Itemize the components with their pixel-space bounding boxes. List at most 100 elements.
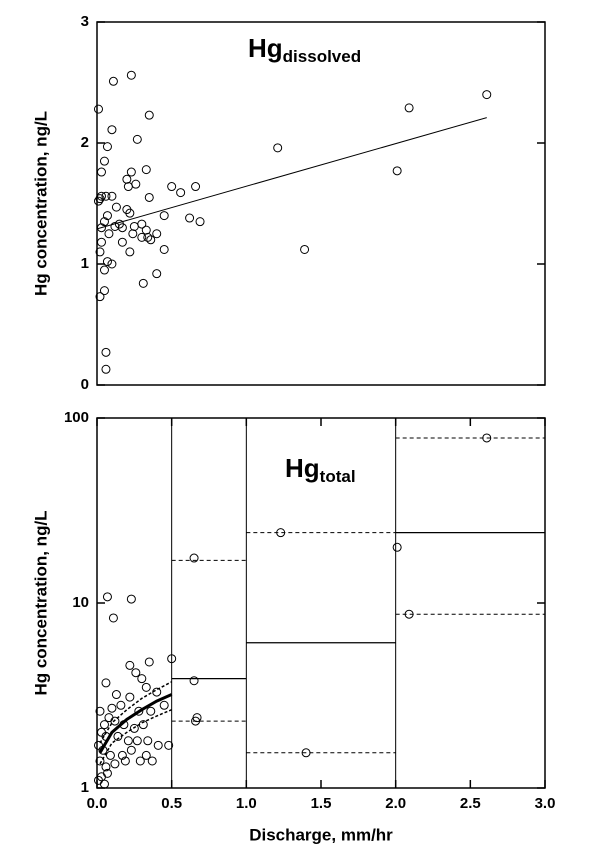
data-point [101, 364, 111, 374]
data-point [125, 208, 135, 218]
data-point [107, 703, 117, 713]
data-point [126, 70, 136, 80]
data-point [99, 286, 109, 296]
data-point [95, 194, 105, 204]
data-point [107, 259, 117, 269]
data-point [102, 211, 112, 221]
data-point [176, 188, 186, 198]
data-point [123, 182, 133, 192]
y-tick-label: 1 [81, 255, 89, 272]
data-point [138, 720, 148, 730]
x-tick-label: 1.5 [311, 795, 332, 812]
data-point [102, 768, 112, 778]
data-point [137, 674, 147, 684]
data-point [131, 179, 141, 189]
data-point [152, 229, 162, 239]
data-point [96, 223, 106, 233]
data-point [116, 700, 126, 710]
chart-title: Hgtotal [285, 453, 356, 487]
data-point [113, 731, 123, 741]
data-point [93, 196, 103, 206]
data-point [126, 745, 136, 755]
x-tick-label: 2.5 [460, 795, 481, 812]
data-point [111, 690, 121, 700]
data-point [123, 736, 133, 746]
data-point [146, 706, 156, 716]
y-tick-label: 3 [81, 13, 89, 30]
data-point [125, 247, 135, 257]
data-point [132, 134, 142, 144]
data-point [110, 716, 120, 726]
data-point [482, 90, 492, 100]
data-point [105, 750, 115, 760]
data-point [117, 237, 127, 247]
data-point [392, 542, 402, 552]
data-point [192, 713, 202, 723]
title-subscript: dissolved [283, 47, 361, 66]
x-axis-label: Discharge, mm/hr [249, 825, 393, 844]
x-tick-label: 2.0 [385, 795, 406, 812]
data-point [126, 594, 136, 604]
data-point [276, 528, 286, 538]
data-point [101, 678, 111, 688]
data-point [152, 687, 162, 697]
data-point [119, 720, 129, 730]
data-point [404, 609, 414, 619]
data-point [96, 191, 106, 201]
data-point [138, 278, 148, 288]
data-point [95, 292, 105, 302]
chart-title: Hgdissolved [248, 33, 361, 67]
data-point [143, 736, 153, 746]
data-point [152, 269, 162, 279]
data-point [108, 613, 118, 623]
data-point [392, 166, 402, 176]
data-point [191, 182, 201, 192]
data-point [167, 654, 177, 664]
title-main: Hg [248, 33, 283, 63]
data-point [159, 211, 169, 221]
data-point [141, 225, 151, 235]
x-tick-label: 0.5 [161, 795, 182, 812]
fit-line [96, 117, 487, 230]
data-point [120, 756, 130, 766]
data-point [93, 740, 103, 750]
data-point [134, 706, 144, 716]
data-point [129, 723, 139, 733]
data-point [144, 657, 154, 667]
data-point [111, 202, 121, 212]
y-tick-label: 2 [81, 134, 89, 151]
data-point [95, 706, 105, 716]
data-point [125, 660, 135, 670]
data-point [167, 182, 177, 192]
data-point [189, 676, 199, 686]
y-tick-label: 0 [81, 376, 89, 393]
data-point [101, 731, 111, 741]
data-point [195, 217, 205, 227]
data-point [144, 110, 154, 120]
data-point [131, 668, 141, 678]
data-point [128, 229, 138, 239]
data-point [99, 156, 109, 166]
data-point [159, 244, 169, 254]
data-point [143, 232, 153, 242]
data-point [107, 125, 117, 135]
data-point [102, 142, 112, 152]
data-point [141, 750, 151, 760]
title-subscript: total [320, 467, 356, 486]
data-point [137, 232, 147, 242]
data-point [99, 265, 109, 275]
y-axis-label: Hg concentration, ng/L [31, 111, 50, 296]
data-point [132, 736, 142, 746]
data-point [141, 165, 151, 175]
data-point [135, 756, 145, 766]
data-point [95, 247, 105, 257]
data-point [93, 104, 103, 114]
data-point [110, 221, 120, 231]
data-point [404, 103, 414, 113]
data-point [101, 347, 111, 357]
data-point [117, 750, 127, 760]
data-point [129, 221, 139, 231]
data-point [107, 191, 117, 201]
